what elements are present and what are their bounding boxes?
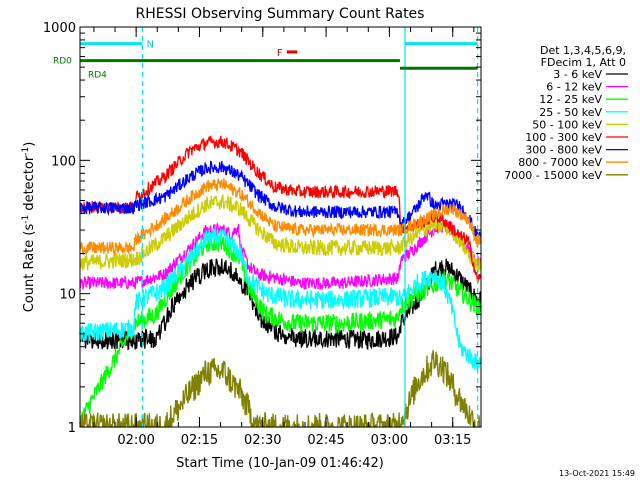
legend-label-5: 100 - 300 keV <box>525 131 602 144</box>
legend-header-line-2: FDecim 1, Att 0 <box>541 56 626 69</box>
y-axis-label-prefix: Count Rate (s <box>22 224 37 313</box>
series-line-2 <box>79 231 482 428</box>
y-axis-label-sup2: -1 <box>21 147 31 156</box>
rd0-label: RD0 <box>53 57 72 67</box>
series-line-6 <box>79 160 482 241</box>
x-tick-label-1: 02:15 <box>181 433 218 448</box>
flare-label: F <box>277 48 283 59</box>
chart-title: RHESSI Observing Summary Count Rates <box>136 6 425 22</box>
x-tick-label-0: 02:00 <box>117 433 154 448</box>
legend-label-1: 6 - 12 keV <box>546 81 602 94</box>
series-line-0 <box>79 258 482 351</box>
legend-label-3: 25 - 50 keV <box>539 106 602 119</box>
y-tick-label-1: 10 <box>59 288 76 303</box>
legend-label-2: 12 - 25 keV <box>539 93 602 106</box>
x-tick-label-2: 02:30 <box>244 433 281 448</box>
plot-area: N F RD0 RD4 1 10 100 1000 02:00 02:15 02:30 02:45 03… <box>43 21 482 448</box>
plot-frame <box>79 26 482 428</box>
series-line-8 <box>79 350 481 428</box>
x-tick-label-4: 03:00 <box>371 433 408 448</box>
night-label: N <box>146 40 153 51</box>
legend-label-0: 3 - 6 keV <box>553 68 602 81</box>
y-axis-label-mid: detector <box>22 155 37 215</box>
y-axis-label-sup1: -1 <box>21 215 31 224</box>
y-axis-label-suffix: ) <box>22 142 37 147</box>
y-axis-label: Count Rate (s-1 detector-1) <box>21 142 37 313</box>
y-tick-label-3: 1000 <box>43 21 76 36</box>
rd4-label: RD4 <box>88 70 107 80</box>
series-line-4 <box>79 194 482 272</box>
x-tick-label-5: 03:15 <box>434 433 471 448</box>
series-line-3 <box>79 227 481 371</box>
series-line-7 <box>79 178 482 257</box>
legend-label-4: 50 - 100 keV <box>532 118 602 131</box>
y-tick-label-0: 1 <box>68 421 76 436</box>
legend-label-7: 800 - 7000 keV <box>518 156 602 169</box>
x-tick-label-3: 02:45 <box>307 433 344 448</box>
footer-date: 13-Oct-2021 15:49 <box>559 469 635 478</box>
legend-label-6: 300 - 800 keV <box>525 144 602 157</box>
y-tick-label-2: 100 <box>51 154 76 169</box>
x-axis-label: Start Time (10-Jan-09 01:46:42) <box>176 456 384 471</box>
legend-header-line-1: Det 1,3,4,5,6,9, <box>540 44 626 57</box>
legend-label-8: 7000 - 15000 keV <box>504 169 602 182</box>
series-line-1 <box>79 219 482 291</box>
